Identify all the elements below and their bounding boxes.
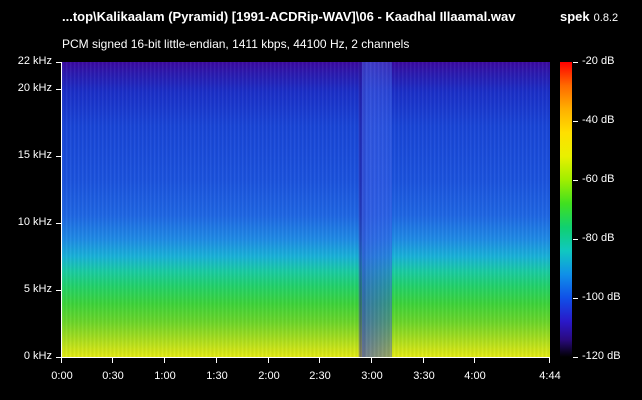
y-tick <box>56 62 61 63</box>
x-tick-label-4-00: 4:00 <box>464 370 486 382</box>
cbar-tick <box>573 239 578 240</box>
spectrogram-plot <box>62 62 550 357</box>
color-scale-label-minus80: -80 dB <box>582 232 615 244</box>
y-tick-label-22khz: 22 kHz <box>17 55 52 67</box>
cbar-tick <box>573 121 578 122</box>
x-tick-label-0-00: 0:00 <box>51 370 73 382</box>
spectrogram-texture <box>62 62 550 357</box>
x-tick <box>474 358 475 363</box>
y-tick <box>56 357 61 358</box>
x-tick <box>549 358 550 363</box>
color-scale-label-minus60: -60 dB <box>582 173 615 185</box>
y-tick <box>56 290 61 291</box>
cbar-tick <box>573 298 578 299</box>
y-axis-line <box>61 62 62 358</box>
color-scale-label-minus40: -40 dB <box>582 114 615 126</box>
spectrogram-streak <box>362 62 392 357</box>
y-tick-label-0khz: 0 kHz <box>23 350 52 362</box>
x-tick-label-3-30: 3:30 <box>413 370 435 382</box>
x-tick <box>423 358 424 363</box>
x-tick-label-0-30: 0:30 <box>102 370 124 382</box>
color-scale-label-minus20: -20 dB <box>582 55 615 67</box>
y-tick-label-15khz: 15 kHz <box>17 149 52 161</box>
file-title: ...top\Kalikaalam (Pyramid) [1991-ACDRip… <box>62 9 516 24</box>
y-tick <box>56 89 61 90</box>
x-tick-label-1-00: 1:00 <box>154 370 176 382</box>
x-tick-label-4-44: 4:44 <box>539 370 561 382</box>
cbar-tick <box>573 62 578 63</box>
y-tick <box>56 156 61 157</box>
cbar-tick <box>573 180 578 181</box>
x-tick-label-3-00: 3:00 <box>361 370 383 382</box>
x-tick <box>164 358 165 363</box>
y-tick-label-10khz: 10 kHz <box>17 216 52 228</box>
x-tick <box>112 358 113 363</box>
x-tick-label-2-00: 2:00 <box>258 370 280 382</box>
y-tick-label-5khz: 5 kHz <box>23 283 52 295</box>
app-version: 0.8.2 <box>593 12 619 24</box>
x-tick <box>371 358 372 363</box>
app-name: spek <box>560 9 590 24</box>
x-tick <box>268 358 269 363</box>
color-scale-label-minus120: -120 dB <box>582 350 621 362</box>
app-brand: spek 0.8.2 <box>560 9 618 24</box>
x-tick <box>216 358 217 363</box>
color-scale-label-minus100: -100 dB <box>582 291 621 303</box>
y-tick-label-20khz: 20 kHz <box>17 82 52 94</box>
x-axis-line <box>61 357 550 358</box>
cbar-tick <box>573 357 578 358</box>
x-tick <box>61 358 62 363</box>
format-info: PCM signed 16-bit little-endian, 1411 kb… <box>62 37 410 51</box>
y-tick <box>56 223 61 224</box>
x-tick <box>319 358 320 363</box>
color-scale-bar <box>560 62 572 357</box>
x-tick-label-1-30: 1:30 <box>206 370 228 382</box>
x-tick-label-2-30: 2:30 <box>309 370 331 382</box>
